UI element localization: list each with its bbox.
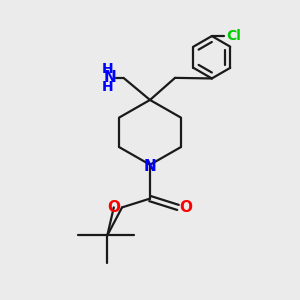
Text: O: O — [107, 200, 120, 215]
Text: O: O — [180, 200, 193, 215]
Text: N: N — [144, 159, 156, 174]
Text: H: H — [101, 80, 113, 94]
Text: Cl: Cl — [226, 29, 242, 43]
Text: H: H — [101, 62, 113, 76]
Text: N: N — [104, 70, 117, 86]
